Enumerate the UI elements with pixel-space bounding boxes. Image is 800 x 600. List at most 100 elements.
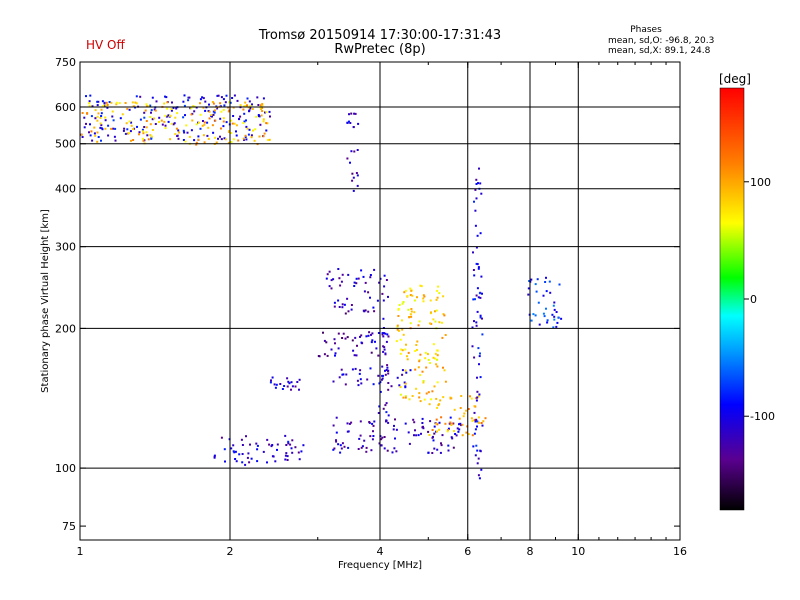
echo-point — [422, 380, 425, 382]
echo-point — [141, 137, 144, 140]
echo-point — [191, 119, 194, 122]
echo-point — [332, 278, 335, 281]
echo-point — [381, 333, 384, 336]
echo-point — [279, 383, 282, 385]
echo-point — [354, 336, 357, 339]
echo-point — [536, 278, 539, 281]
echo-point — [183, 131, 186, 134]
echo-point — [261, 110, 264, 112]
x-axis-label: Frequency [MHz] — [338, 560, 422, 571]
echo-point — [378, 405, 381, 408]
echo-point — [345, 373, 348, 376]
echo-point — [173, 122, 176, 125]
x-axis-ticks: 1 2 4 6 8 10 16 — [77, 62, 687, 558]
echo-point — [481, 317, 483, 320]
echo-point — [215, 141, 218, 144]
echo-point — [438, 428, 441, 431]
echo-point — [201, 124, 204, 127]
echo-point — [476, 420, 479, 423]
echo-point — [338, 306, 341, 308]
echo-point — [545, 307, 547, 310]
echo-point — [224, 460, 226, 463]
echo-point — [242, 137, 245, 140]
echo-point — [235, 130, 237, 133]
echo-point — [351, 339, 354, 342]
echo-point — [346, 297, 349, 300]
echo-point — [416, 340, 419, 343]
echo-point — [383, 348, 386, 351]
echo-point — [132, 139, 135, 141]
echo-point — [444, 334, 447, 336]
echo-point — [199, 127, 202, 130]
echo-point — [274, 386, 277, 389]
echo-point — [465, 409, 468, 412]
echo-point — [176, 134, 179, 137]
echo-point — [342, 332, 345, 335]
echo-point — [371, 332, 374, 335]
echo-point — [124, 102, 127, 104]
echo-point — [286, 459, 289, 461]
echo-point — [96, 119, 99, 122]
echo-point — [349, 122, 352, 124]
echo-point — [386, 449, 389, 452]
echo-point — [477, 416, 480, 419]
echo-point — [328, 285, 331, 288]
echo-point — [211, 124, 214, 127]
colorbar-tick-label: -100 — [750, 410, 775, 423]
echo-point — [402, 301, 405, 303]
echo-point — [130, 139, 132, 142]
stats-title: Phases — [630, 25, 662, 35]
echo-point — [465, 431, 468, 434]
echo-point — [415, 348, 418, 351]
echo-point — [122, 129, 125, 132]
echo-point — [144, 109, 147, 112]
echo-point — [163, 102, 166, 105]
echo-point — [130, 121, 133, 124]
echo-point — [145, 120, 148, 122]
echo-point — [471, 434, 474, 437]
echo-point — [105, 101, 108, 104]
echo-point — [453, 408, 456, 411]
echo-point — [475, 324, 478, 327]
echo-point — [458, 428, 461, 431]
echo-point — [408, 442, 411, 445]
echo-point — [163, 120, 166, 123]
echo-point — [476, 462, 479, 465]
echo-point — [344, 383, 347, 386]
echo-point — [419, 400, 422, 403]
echo-point — [243, 138, 245, 141]
echo-point — [341, 442, 344, 445]
echo-point — [106, 106, 109, 109]
echo-point — [427, 391, 430, 394]
x-tick-label: 8 — [527, 545, 534, 558]
echo-point — [413, 421, 416, 424]
echo-point — [347, 310, 350, 313]
echo-point — [404, 395, 407, 398]
echo-point — [269, 381, 272, 384]
echo-point — [553, 308, 556, 311]
echo-point — [430, 398, 433, 401]
echo-point — [528, 280, 531, 282]
echo-point — [404, 382, 407, 385]
echo-point — [108, 101, 111, 103]
echo-point — [89, 134, 92, 137]
echo-point — [223, 448, 226, 451]
echo-point — [182, 116, 185, 119]
echo-point — [370, 449, 373, 452]
echo-point — [380, 444, 383, 447]
echo-point — [128, 132, 131, 135]
echo-point — [434, 352, 437, 355]
echo-point — [394, 437, 396, 440]
echo-point — [219, 102, 222, 105]
echo-point — [91, 139, 94, 142]
echo-point — [365, 450, 368, 453]
echo-point — [409, 322, 412, 325]
echo-point — [385, 419, 388, 422]
echo-point — [415, 434, 418, 437]
echo-point — [90, 115, 93, 118]
echo-point — [158, 121, 160, 123]
echo-point — [248, 461, 251, 464]
echo-point — [477, 267, 480, 270]
echo-point — [99, 122, 102, 125]
echo-point — [81, 112, 84, 114]
